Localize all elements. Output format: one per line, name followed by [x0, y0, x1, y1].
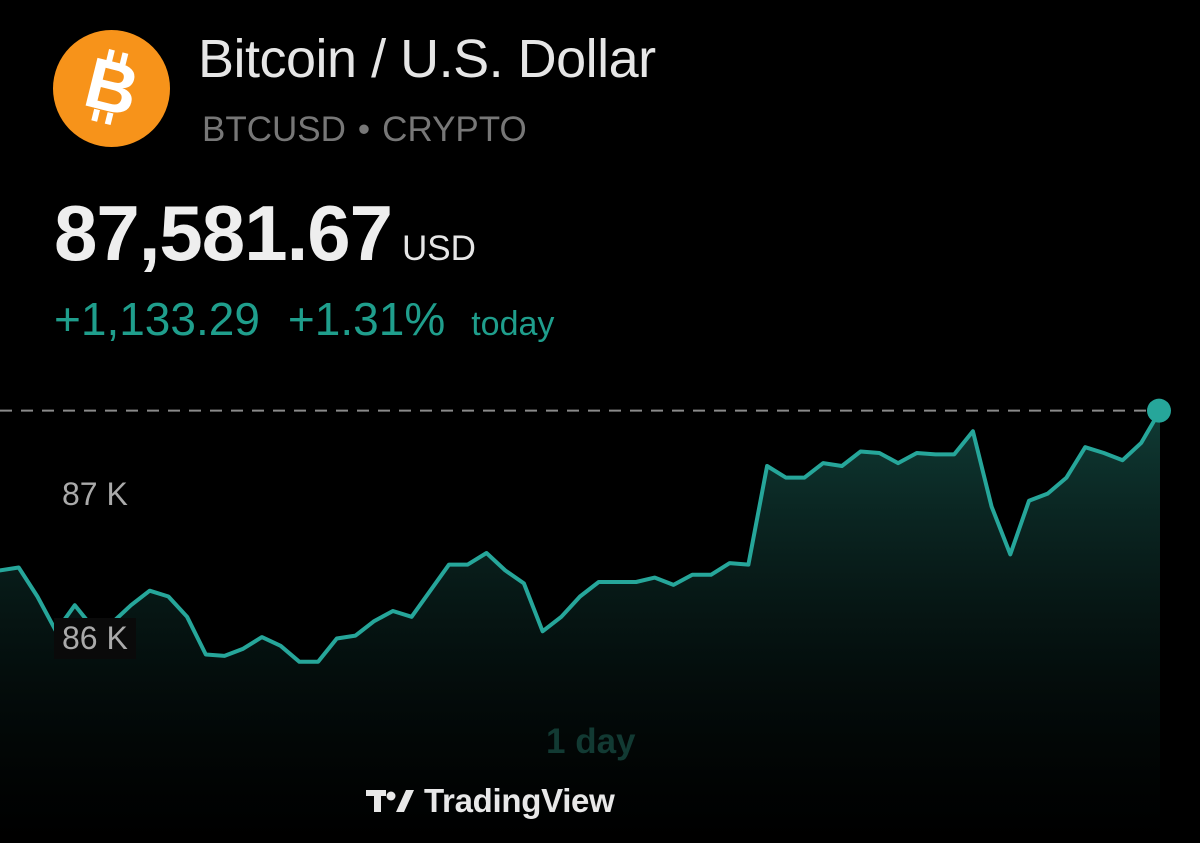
instrument-title: Bitcoin / U.S. Dollar [198, 29, 656, 89]
change-period: today [471, 305, 555, 343]
range-label[interactable]: 1 day [546, 722, 636, 761]
price-line [0, 408, 1162, 664]
instrument-subtitle: BTCUSD • CRYPTO [202, 110, 527, 150]
tradingview-name: TradingView [424, 782, 615, 819]
change-absolute: +1,133.29 [54, 293, 260, 345]
market-label: CRYPTO [382, 110, 527, 149]
change-percent: +1.31% [287, 293, 446, 345]
change-block: +1,133.29 +1.31% today [54, 292, 554, 346]
symbol-label: BTCUSD [202, 110, 346, 149]
price-area-fill [0, 410, 1160, 843]
last-price-dot [1147, 398, 1171, 423]
y-tick-label-87k: 87 K [62, 476, 128, 512]
tradingview-brand: TradingView [366, 782, 615, 820]
y-tick-label-86k: 86 K [54, 618, 136, 659]
price-chart[interactable] [0, 350, 1200, 843]
price-value: 87,581.67 [54, 189, 393, 277]
tradingview-logo-icon [366, 786, 414, 816]
price-currency: USD [402, 229, 476, 268]
price-block: 87,581.67 USD [54, 188, 476, 279]
bitcoin-logo-icon: B [52, 29, 171, 148]
separator-dot: • [357, 110, 371, 149]
